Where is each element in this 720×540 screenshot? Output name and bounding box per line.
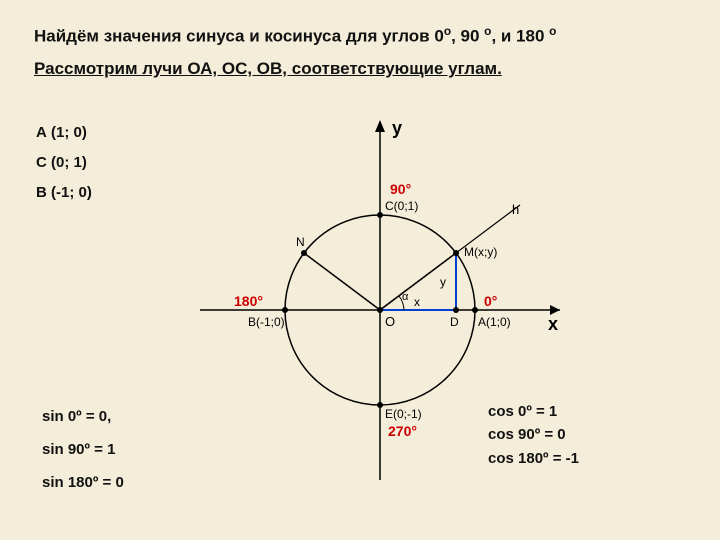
label-m: M(x;y) [464,245,497,259]
slide-page: Найдём значения синуса и косинуса для уг… [0,0,720,540]
heading-line1-c: , и 180 [491,27,549,46]
label-y-axis: y [392,118,402,138]
deg1: о [444,24,451,38]
label-c: C(0;1) [385,199,418,213]
label-n: N [296,235,305,249]
unit-circle-diagram: y x O A(1;0) B(-1;0) C(0;1) E(0;-1) D N … [180,110,580,490]
ray-on [304,253,380,310]
heading-line1-a: Найдём значения синуса и косинуса для уг… [34,27,444,46]
point-b [282,307,288,313]
point-m [453,250,459,256]
label-0deg: 0° [484,293,497,309]
label-small-x: x [414,295,420,309]
label-o: O [385,314,395,329]
y-axis-arrow-icon [375,120,385,132]
point-c [377,212,383,218]
heading-line1-b: , 90 [451,27,484,46]
point-o [377,307,383,313]
point-e [377,402,383,408]
label-d: D [450,315,459,329]
sin-180: sin 180º = 0 [42,466,124,499]
sine-values: sin 0º = 0, sin 90º = 1 sin 180º = 0 [42,400,124,499]
coordinates-list: А (1; 0) С (0; 1) В (-1; 0) [36,118,92,208]
label-x-axis: x [548,314,558,334]
heading-line2: Рассмотрим лучи ОА, ОС, ОВ, соответствую… [34,59,502,78]
point-n [301,250,307,256]
ray-h [380,205,520,310]
label-alpha: α [402,291,409,303]
label-small-y: y [440,275,446,289]
label-e: E(0;-1) [385,407,422,421]
heading-block: Найдём значения синуса и косинуса для уг… [34,20,686,85]
label-180deg: 180° [234,293,263,309]
label-h: h [512,202,519,217]
label-90deg: 90° [390,181,411,197]
point-d [453,307,459,313]
label-a: A(1;0) [478,315,511,329]
coord-a: А (1; 0) [36,118,92,148]
point-a [472,307,478,313]
sin-90: sin 90º = 1 [42,433,124,466]
coord-c: С (0; 1) [36,148,92,178]
coord-b: В (-1; 0) [36,178,92,208]
label-b: B(-1;0) [248,315,285,329]
deg3: о [549,24,556,38]
label-270deg: 270° [388,423,417,439]
sin-0: sin 0º = 0, [42,400,124,433]
